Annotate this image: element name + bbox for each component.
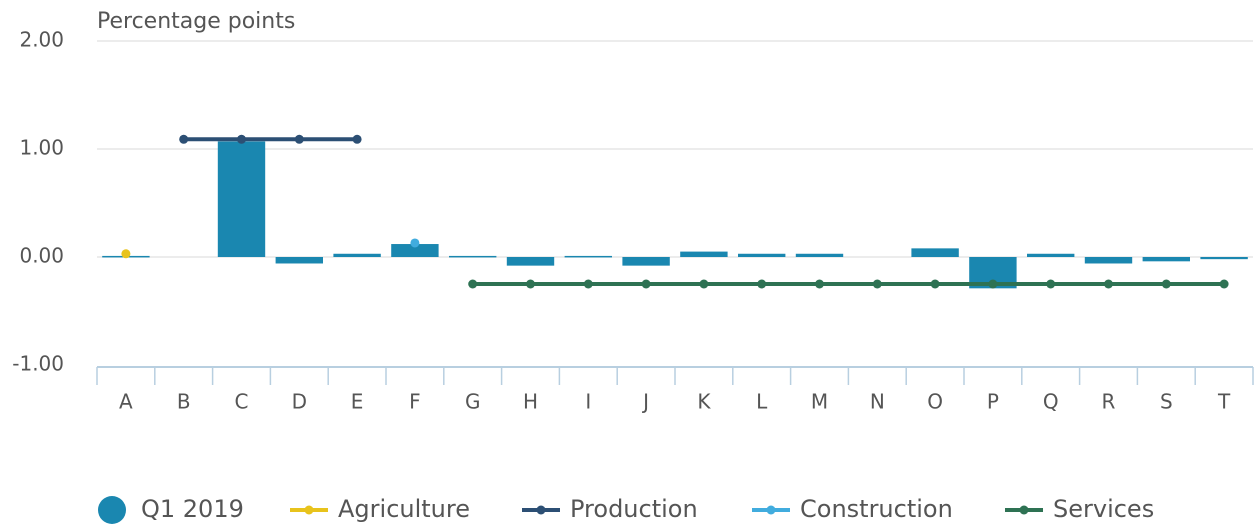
x-tick-label: A xyxy=(119,390,133,414)
bar xyxy=(1200,257,1248,260)
x-tick-label: T xyxy=(1217,390,1231,414)
bar xyxy=(680,251,728,257)
line-marker xyxy=(757,279,767,289)
x-tick-label: M xyxy=(811,390,828,414)
bar xyxy=(738,253,786,257)
legend-label: Construction xyxy=(800,495,953,523)
line-marker xyxy=(1104,279,1113,289)
line-marker xyxy=(410,238,420,248)
legend-label: Production xyxy=(570,495,698,523)
legend-symbol xyxy=(1019,505,1029,515)
legend-symbol xyxy=(536,505,546,515)
bar xyxy=(333,253,381,257)
line-marker xyxy=(1046,279,1056,289)
y-tick-label: 0.00 xyxy=(19,244,64,268)
bar xyxy=(795,253,844,257)
x-tick-label: F xyxy=(409,390,421,414)
x-tick-label: J xyxy=(641,390,649,414)
line-marker xyxy=(352,134,362,144)
legend-symbol xyxy=(304,505,314,515)
line-marker xyxy=(294,134,304,144)
bar xyxy=(564,255,612,258)
bar xyxy=(911,248,959,257)
line-marker xyxy=(815,279,824,289)
bar xyxy=(506,257,555,266)
x-tick-label: P xyxy=(987,390,999,414)
line-marker xyxy=(468,279,478,289)
x-tick-label: E xyxy=(351,390,364,414)
line-marker xyxy=(1161,279,1171,289)
line-marker xyxy=(121,249,131,259)
x-tick-label: Q xyxy=(1043,390,1059,414)
legend-label: Services xyxy=(1053,495,1154,523)
line-marker xyxy=(699,279,709,289)
bar xyxy=(217,141,266,257)
x-tick-label: S xyxy=(1160,390,1173,414)
bar xyxy=(391,244,439,257)
line-marker xyxy=(1219,279,1229,289)
line-marker xyxy=(641,279,651,289)
x-tick-label: I xyxy=(585,390,591,414)
legend-label: Q1 2019 xyxy=(141,495,244,523)
legend-symbol xyxy=(766,505,776,515)
line-marker xyxy=(930,279,940,289)
x-tick-label: G xyxy=(465,390,481,414)
line-marker xyxy=(237,134,246,144)
line-marker xyxy=(988,279,998,289)
x-tick-label: D xyxy=(292,390,307,414)
bar xyxy=(1027,253,1075,257)
x-tick-label: B xyxy=(177,390,191,414)
x-tick-label: C xyxy=(235,390,249,414)
bar xyxy=(275,257,323,264)
y-tick-label: -1.00 xyxy=(12,352,64,376)
line-marker xyxy=(583,279,593,289)
x-tick-label: N xyxy=(870,390,885,414)
x-tick-label: K xyxy=(697,390,711,414)
x-tick-label: H xyxy=(523,390,538,414)
bar xyxy=(1084,257,1133,264)
x-tick-label: L xyxy=(756,390,768,414)
bar xyxy=(1142,257,1190,262)
line-marker xyxy=(526,279,535,289)
line-marker xyxy=(179,134,189,144)
legend-label: Agriculture xyxy=(338,495,470,523)
y-tick-label: 1.00 xyxy=(19,136,64,160)
line-marker xyxy=(872,279,882,289)
bar xyxy=(622,257,670,266)
x-tick-label: O xyxy=(927,390,943,414)
y-tick-label: 2.00 xyxy=(19,28,64,52)
y-axis-label: Percentage points xyxy=(97,9,295,34)
legend-symbol xyxy=(98,496,126,524)
x-tick-label: R xyxy=(1102,390,1116,414)
bar xyxy=(449,255,497,258)
